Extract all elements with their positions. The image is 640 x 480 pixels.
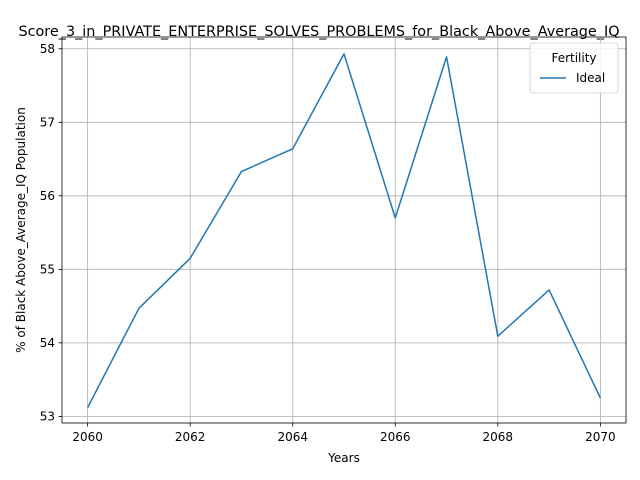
x-tick-label: 2062 — [175, 430, 206, 444]
legend: Fertility Ideal — [529, 42, 619, 94]
y-tick-label: 53 — [40, 409, 55, 423]
series-lines — [86, 53, 602, 408]
y-tick-label: 58 — [40, 42, 55, 56]
x-tick-label: 2070 — [585, 430, 616, 444]
plot-area-frame — [61, 36, 627, 424]
x-tick-label: 2064 — [277, 430, 308, 444]
grid-lines — [62, 37, 626, 423]
legend-box — [529, 42, 619, 94]
y-tick-label: 57 — [40, 115, 55, 129]
y-tick-label: 54 — [40, 336, 55, 350]
y-tick-label: 55 — [40, 262, 55, 276]
legend-title: Fertility — [551, 51, 596, 65]
y-tick-label: 56 — [40, 189, 55, 203]
y-axis-ticks: 53 54 55 56 57 58 — [40, 42, 62, 423]
x-axis-label: Years — [327, 451, 360, 465]
x-axis-ticks: 2060 2062 2064 2066 2068 2070 — [72, 423, 616, 444]
legend-label-ideal: Ideal — [576, 71, 605, 85]
chart-title: Score_3_in_PRIVATE_ENTERPRISE_SOLVES_PRO… — [18, 24, 619, 40]
series-line-ideal — [86, 53, 602, 408]
x-tick-label: 2066 — [380, 430, 411, 444]
x-tick-label: 2068 — [483, 430, 514, 444]
y-axis-label: % of Black Above_Average_IQ Population — [14, 107, 28, 353]
x-tick-label: 2060 — [72, 430, 103, 444]
